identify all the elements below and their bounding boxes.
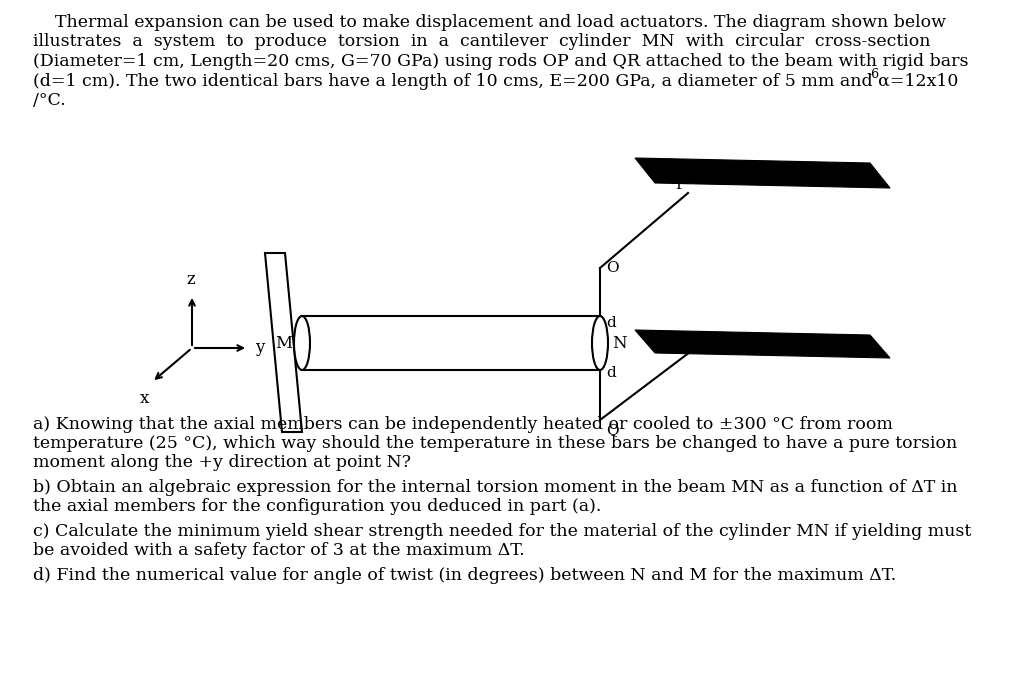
Text: R: R xyxy=(698,338,710,352)
Text: the axial members for the configuration you deduced in part (a).: the axial members for the configuration … xyxy=(33,498,601,515)
Text: Q: Q xyxy=(606,423,618,437)
Polygon shape xyxy=(265,253,302,432)
Text: b) Obtain an algebraic expression for the internal torsion moment in the beam MN: b) Obtain an algebraic expression for th… xyxy=(33,479,957,496)
Text: temperature (25 °C), which way should the temperature in these bars be changed t: temperature (25 °C), which way should th… xyxy=(33,435,957,452)
Polygon shape xyxy=(635,330,890,358)
Text: (d=1 cm). The two identical bars have a length of 10 cms, E=200 GPa, a diameter : (d=1 cm). The two identical bars have a … xyxy=(33,72,958,89)
Bar xyxy=(302,316,600,370)
Text: z: z xyxy=(186,271,196,288)
Polygon shape xyxy=(635,158,890,188)
Text: M: M xyxy=(274,335,292,352)
Text: d) Find the numerical value for angle of twist (in degrees) between N and M for : d) Find the numerical value for angle of… xyxy=(33,567,896,584)
Text: be avoided with a safety factor of 3 at the maximum ΔT.: be avoided with a safety factor of 3 at … xyxy=(33,542,524,559)
Text: N: N xyxy=(612,335,627,352)
Text: /°C.: /°C. xyxy=(33,92,66,109)
Text: d: d xyxy=(606,366,615,380)
Text: Thermal expansion can be used to make displacement and load actuators. The diagr: Thermal expansion can be used to make di… xyxy=(33,14,946,31)
Text: illustrates  a  system  to  produce  torsion  in  a  cantilever  cylinder  MN  w: illustrates a system to produce torsion … xyxy=(33,34,931,51)
Text: x: x xyxy=(139,390,148,407)
Ellipse shape xyxy=(592,316,608,370)
Text: O: O xyxy=(606,261,618,275)
Text: a) Knowing that the axial members can be independently heated or cooled to ±300 : a) Knowing that the axial members can be… xyxy=(33,416,893,433)
Text: c) Calculate the minimum yield shear strength needed for the material of the cyl: c) Calculate the minimum yield shear str… xyxy=(33,523,971,540)
Text: d: d xyxy=(606,316,615,330)
Text: P: P xyxy=(675,178,685,192)
Text: moment along the +y direction at point N?: moment along the +y direction at point N… xyxy=(33,454,411,471)
Text: -6: -6 xyxy=(868,68,880,80)
Text: y: y xyxy=(255,339,264,356)
Text: (Diameter=1 cm, Length=20 cms, G=70 GPa) using rods OP and QR attached to the be: (Diameter=1 cm, Length=20 cms, G=70 GPa)… xyxy=(33,53,969,70)
Ellipse shape xyxy=(294,316,310,370)
